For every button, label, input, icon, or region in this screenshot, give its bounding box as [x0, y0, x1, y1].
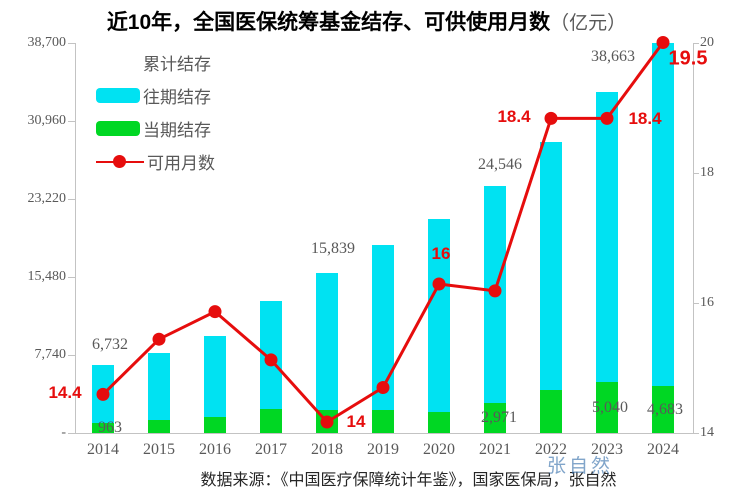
available-months-point: [600, 111, 614, 125]
y-axis-tick-label: 23,220: [27, 191, 67, 206]
secondary-y-axis-tick-mark: [693, 302, 699, 304]
legend-item-cumulative: 累计结存: [96, 46, 215, 79]
bar-prior-period: [316, 273, 338, 410]
y-axis-tick-mark: [68, 276, 75, 278]
x-axis-tick-label: 2019: [367, 441, 399, 458]
chart-title-text: 近10年，全国医保统筹基金结存、可供使用月数: [106, 11, 551, 34]
x-axis-tick-label: 2016: [199, 441, 231, 458]
line-dot-marker-icon: [96, 154, 144, 169]
plot-area: [75, 43, 694, 434]
bar-prior-period: [148, 352, 170, 420]
available-months-label: 19.5: [668, 47, 708, 69]
legend-label-cumulative: 累计结存: [143, 55, 211, 74]
bar-current-period: [540, 389, 562, 433]
bar-current-period: [596, 382, 618, 433]
bar-current-period: [204, 417, 226, 433]
current-period-swatch-icon: [96, 121, 140, 136]
watermark: 张自然: [547, 456, 614, 477]
secondary-y-axis-tick-label: 16: [700, 295, 714, 310]
legend-label-available-months: 可用月数: [147, 154, 215, 173]
available-months-point: [208, 305, 222, 319]
y-axis-tick-label: 7,740: [34, 347, 67, 362]
bar-current-period: [652, 385, 674, 433]
secondary-y-axis-tick-label: 14: [700, 425, 714, 440]
available-months-point: [656, 36, 670, 49]
y-axis-tick-label: 38,700: [27, 35, 67, 50]
bar-current-period: [92, 423, 114, 433]
y-axis-tick-mark: [68, 198, 75, 200]
secondary-y-axis-tick-mark: [693, 42, 699, 44]
y-axis-tick-label: 15,480: [27, 269, 67, 284]
available-months-point: [96, 387, 110, 401]
current-period-label: 2,971: [481, 409, 517, 427]
available-months-point: [152, 332, 166, 346]
current-period-label: 963: [98, 419, 122, 437]
available-months-point: [488, 284, 502, 298]
bar-prior-period: [204, 336, 226, 418]
x-axis-tick-label: 2017: [255, 441, 287, 458]
secondary-y-axis-tick-mark: [693, 432, 699, 434]
x-axis-tick-label: 2022: [535, 441, 567, 458]
available-months-label: 18.4: [628, 109, 662, 129]
available-months-label: 18.4: [497, 107, 531, 127]
legend-label-current-period: 当期结存: [143, 121, 211, 140]
y-axis-tick-mark: [68, 42, 75, 44]
bar-prior-period: [596, 92, 618, 383]
x-axis-tick-label: 2015: [143, 441, 175, 458]
bar-current-period: [260, 408, 282, 433]
available-months-point: [376, 381, 390, 394]
legend-item-current-period: 当期结存: [96, 112, 215, 145]
y-axis-tick-mark: [68, 120, 75, 122]
y-axis-tick-mark: [68, 354, 75, 356]
bar-prior-period: [652, 43, 674, 386]
cumulative-total-label: 24,546: [478, 155, 522, 173]
legend-label-prior-period: 往期结存: [143, 88, 211, 107]
y-axis-tick-label: -: [61, 425, 66, 440]
available-months-label: 14.4: [48, 383, 82, 403]
cumulative-total-label: 15,839: [311, 240, 355, 258]
available-months-label: 14: [346, 412, 366, 431]
secondary-y-axis-tick-label: 18: [700, 165, 714, 180]
legend-item-prior-period: 往期结存: [96, 79, 215, 112]
chart-title-unit: （亿元）: [550, 13, 627, 34]
bar-current-period: [428, 412, 450, 433]
current-period-label: 4,683: [647, 400, 683, 418]
source-caption: 数据来源：《中国医疗保障统计年鉴》，国家医保局，张自然: [200, 472, 617, 489]
x-axis-tick-label: 2021: [479, 441, 511, 458]
available-months-point: [432, 277, 446, 291]
secondary-y-axis-tick-mark: [693, 172, 699, 174]
secondary-y-axis-tick-label: 20: [700, 35, 714, 50]
x-axis-tick-label: 2020: [423, 441, 455, 458]
available-months-point: [544, 111, 558, 125]
x-axis-tick-label: 2014: [87, 441, 119, 458]
prior-period-swatch-icon: [96, 88, 140, 103]
current-period-label: 5,040: [592, 399, 628, 417]
legend: 累计结存 往期结存 当期结存 可用月数: [96, 46, 215, 178]
available-months-point: [264, 353, 278, 367]
bar-prior-period: [540, 142, 562, 390]
cumulative-total-label: 6,732: [92, 336, 128, 354]
legend-item-available-months: 可用月数: [96, 145, 215, 178]
bar-current-period: [484, 403, 506, 433]
bar-prior-period: [372, 245, 394, 411]
x-axis-tick-label: 2018: [311, 441, 343, 458]
available-months-point: [320, 415, 334, 429]
available-months-label: 16: [431, 244, 451, 263]
x-axis-tick-label: 2024: [647, 441, 679, 458]
bar-current-period: [372, 410, 394, 433]
bar-current-period: [148, 420, 170, 433]
y-axis-tick-label: 30,960: [27, 113, 67, 128]
bar-prior-period: [428, 219, 450, 413]
x-axis-tick-label: 2023: [591, 441, 623, 458]
y-axis-tick-mark: [68, 432, 75, 434]
chart-title: 近10年，全国医保统筹基金结存、可供使用月数（亿元）: [0, 6, 733, 36]
cumulative-total-label: 38,663: [591, 48, 635, 66]
